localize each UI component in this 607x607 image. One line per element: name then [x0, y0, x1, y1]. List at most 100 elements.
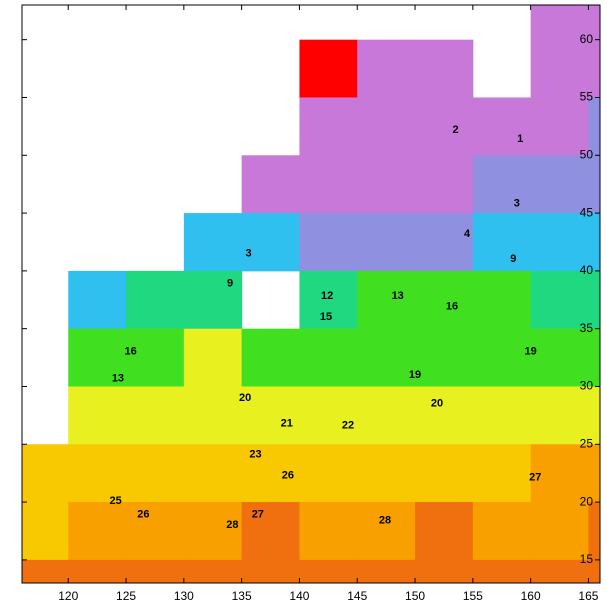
contour-label: 28 — [226, 519, 238, 531]
contour-label: 1 — [517, 133, 523, 145]
sst-cell — [241, 386, 300, 445]
y-tick-label: 45 — [580, 205, 594, 219]
sst-cell — [241, 213, 300, 272]
sst-cell — [415, 39, 474, 98]
sst-cell — [588, 155, 600, 214]
sst-cell — [530, 39, 589, 98]
contour-label: 16 — [446, 301, 458, 313]
sst-cell — [299, 270, 358, 330]
sst-cell — [357, 270, 416, 330]
contour-label: 3 — [514, 198, 520, 210]
axes: 120 125 130 135 140 145 150 155 160 1651520253035… — [22, 5, 600, 603]
y-tick-label: 20 — [580, 494, 594, 508]
contour-label: 23 — [249, 449, 261, 461]
contour-label: 9 — [227, 278, 233, 290]
sst-cell — [472, 559, 532, 583]
x-tick-label: 165 — [578, 589, 598, 603]
sst-cell — [22, 559, 69, 583]
sst-cell — [357, 328, 416, 387]
sst-cell — [530, 97, 589, 156]
sst-cell — [588, 97, 600, 156]
x-tick-label: 125 — [116, 589, 136, 603]
sst-cell — [68, 328, 127, 387]
sst-cell — [588, 386, 600, 445]
sst-cell — [415, 444, 474, 503]
sst-cell — [472, 386, 532, 445]
contour-label: 25 — [110, 495, 122, 507]
sst-cell — [126, 270, 185, 330]
sst-cell — [588, 213, 600, 272]
sst-cell — [530, 155, 589, 214]
contour-label: 27 — [529, 472, 541, 484]
sst-cell — [183, 386, 243, 445]
sst-cell — [357, 386, 416, 445]
contour-label: 13 — [392, 290, 404, 302]
sst-cell — [68, 386, 127, 445]
sst-cell — [299, 328, 358, 387]
sst-cell — [241, 559, 300, 583]
x-tick-label: 155 — [463, 589, 483, 603]
x-tick-label: 160 — [521, 589, 541, 603]
sst-cell — [415, 328, 474, 387]
y-tick-label: 35 — [580, 321, 594, 335]
x-tick-label: 135 — [232, 589, 252, 603]
sst-cell — [530, 559, 589, 583]
y-tick-label: 15 — [580, 552, 594, 566]
sst-cell — [472, 328, 532, 387]
sst-cell — [68, 270, 127, 330]
sst-cell — [472, 270, 532, 330]
sst-cell — [415, 155, 474, 214]
sst-cell — [299, 155, 358, 214]
contour-label: 26 — [282, 469, 294, 481]
y-tick-label: 60 — [580, 32, 594, 46]
contour-label: 12 — [321, 290, 333, 302]
sst-cell — [357, 155, 416, 214]
y-tick-label: 40 — [580, 263, 594, 277]
sst-cell — [415, 97, 474, 156]
sst-cell — [415, 270, 474, 330]
sst-cell — [299, 39, 358, 98]
sst-cell — [530, 5, 589, 41]
x-tick-label: 145 — [347, 589, 367, 603]
sst-cell — [299, 97, 358, 156]
sst-cell — [588, 5, 600, 41]
sst-cell — [299, 502, 358, 561]
sst-cell — [415, 386, 474, 445]
sst-cell — [357, 97, 416, 156]
sst-cell — [357, 39, 416, 98]
sst-cell — [530, 386, 589, 445]
sst-cell — [415, 502, 474, 561]
x-tick-label: 130 — [174, 589, 194, 603]
sst-cell — [183, 444, 243, 503]
sst-cell — [588, 502, 600, 561]
sst-cell — [22, 502, 69, 561]
sst-cell — [530, 502, 589, 561]
sst-cell — [299, 559, 358, 583]
sst-cell — [299, 444, 358, 503]
sst-cell — [126, 559, 185, 583]
sst-cell — [68, 444, 127, 503]
contour-label: 15 — [320, 311, 332, 323]
sst-cell — [183, 270, 243, 330]
sst-cell — [68, 559, 127, 583]
sst-cell — [357, 559, 416, 583]
sst-cell — [530, 270, 589, 330]
contour-label: 20 — [239, 392, 251, 404]
sst-cell — [357, 444, 416, 503]
sst-cell — [415, 559, 474, 583]
sst-cell — [241, 155, 300, 214]
sst-cell — [299, 213, 358, 272]
contour-label: 20 — [431, 398, 443, 410]
sst-cell — [126, 502, 185, 561]
sst-cell — [415, 213, 474, 272]
contour-label: 22 — [342, 420, 354, 432]
field — [22, 5, 600, 583]
sst-cell — [183, 213, 243, 272]
contour-label: 26 — [137, 509, 149, 521]
sst-cell — [183, 502, 243, 561]
contour-label: 9 — [510, 253, 516, 265]
sst-cell — [530, 444, 589, 503]
